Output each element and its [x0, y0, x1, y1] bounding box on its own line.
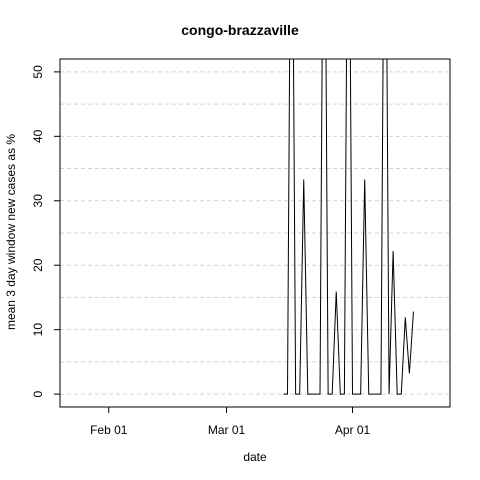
- plot-frame: [59, 58, 451, 408]
- x-tick-label: Feb 01: [90, 423, 128, 437]
- y-tick-label: 10: [31, 323, 45, 337]
- y-axis: 0 10 20 30 40 50: [31, 65, 60, 397]
- x-tick-label: Apr 01: [335, 423, 371, 437]
- x-axis-label: date: [243, 450, 267, 464]
- series-line: [283, 59, 414, 395]
- x-tick-label: Mar 01: [208, 423, 246, 437]
- x-axis: Feb 01 Mar 01 Apr 01: [90, 407, 371, 437]
- y-tick-label: 30: [31, 194, 45, 208]
- y-tick-label: 0: [31, 390, 45, 397]
- series-line-group: [283, 59, 414, 395]
- y-tick-label: 50: [31, 65, 45, 79]
- chart-title: congo-brazzaville: [181, 22, 299, 38]
- y-tick-label: 40: [31, 129, 45, 143]
- grid-lines: [60, 71, 450, 395]
- y-tick-label: 20: [31, 258, 45, 272]
